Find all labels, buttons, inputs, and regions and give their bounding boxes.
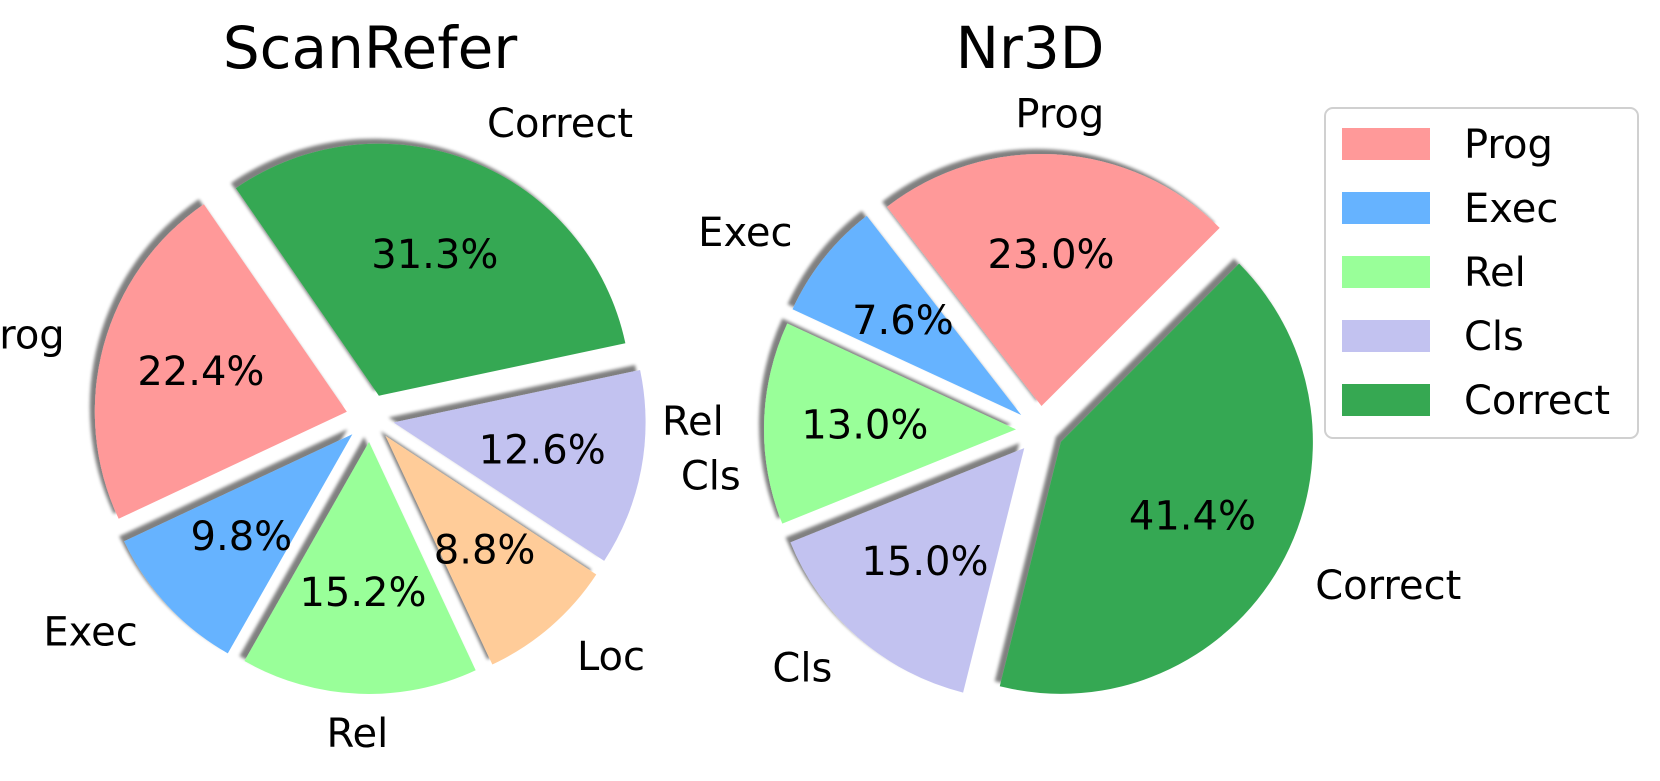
legend-label: Rel bbox=[1464, 250, 1526, 296]
pie-percent-label: 23.0% bbox=[987, 232, 1114, 278]
pie-category-label: Correct bbox=[1315, 563, 1461, 609]
pie-percent-label: 13.0% bbox=[801, 403, 928, 449]
pie-percent-label: 12.6% bbox=[479, 427, 606, 473]
pie-slice-prog bbox=[887, 154, 1220, 407]
legend-item: Prog bbox=[1342, 122, 1553, 168]
pie-slice-exec bbox=[792, 215, 1022, 416]
nr3d-pie: Nr3D 23.0% Prog 7.6% Exec 13.0% Rel 15.0% Cls 41… bbox=[662, 14, 1461, 694]
pie-slice-rel bbox=[244, 441, 476, 694]
pie-slice-cls bbox=[393, 370, 646, 561]
pie-category-label: Cls bbox=[772, 646, 832, 692]
nr3d-labels: 23.0% Prog 7.6% Exec 13.0% Rel 15.0% Cls 41.4% Co… bbox=[662, 91, 1461, 691]
pie-slice-correct bbox=[999, 263, 1313, 694]
pie-category-label: Correct bbox=[487, 101, 633, 147]
legend-label: Prog bbox=[1464, 122, 1553, 168]
legend-label: Exec bbox=[1464, 186, 1558, 232]
pie-percent-label: 15.2% bbox=[299, 570, 426, 616]
legend-item: Rel bbox=[1342, 250, 1526, 296]
legend-swatch-exec bbox=[1342, 192, 1430, 224]
pie-category-label: Prog bbox=[1015, 91, 1104, 137]
pie-slice-cls bbox=[790, 448, 1025, 693]
pie-slice-rel bbox=[764, 323, 1017, 524]
pie-percent-label: 7.6% bbox=[852, 298, 954, 344]
scanrefer-title: ScanRefer bbox=[223, 14, 517, 82]
legend-label: Correct bbox=[1464, 378, 1610, 424]
legend-item: Cls bbox=[1342, 314, 1524, 360]
scanrefer-slices bbox=[94, 143, 646, 694]
pie-slice-exec bbox=[124, 434, 353, 654]
legend-swatch-rel bbox=[1342, 256, 1430, 288]
pie-category-label: Exec bbox=[698, 210, 792, 256]
pie-percent-label: 31.3% bbox=[371, 232, 498, 278]
pie-percent-label: 22.4% bbox=[137, 349, 264, 395]
pie-percent-label: 15.0% bbox=[861, 539, 988, 585]
legend: Prog Exec Rel Cls Correct bbox=[1324, 107, 1639, 439]
nr3d-title: Nr3D bbox=[956, 14, 1105, 82]
pie-percent-label: 41.4% bbox=[1129, 493, 1256, 539]
legend-swatch-cls bbox=[1342, 320, 1430, 352]
nr3d-slices bbox=[764, 154, 1313, 694]
pie-slice-correct bbox=[235, 143, 626, 396]
pie-category-label: Rel bbox=[662, 399, 724, 445]
legend-item: Exec bbox=[1342, 186, 1558, 232]
scanrefer-pie: ScanRefer 31.3% Correct 22.4% Prog 9.8% Exec 1… bbox=[0, 14, 741, 757]
pie-category-label: Rel bbox=[326, 711, 388, 757]
legend-swatch-prog bbox=[1342, 128, 1430, 160]
legend-item: Correct bbox=[1342, 378, 1610, 424]
pie-category-label: Prog bbox=[0, 312, 65, 358]
pie-category-label: Exec bbox=[43, 610, 137, 656]
pie-percent-label: 8.8% bbox=[434, 528, 536, 574]
scanrefer-labels: 31.3% Correct 22.4% Prog 9.8% Exec 15.2% Rel 8.8… bbox=[0, 101, 741, 757]
legend-frame bbox=[1324, 107, 1639, 439]
pie-category-label: Loc bbox=[577, 634, 645, 680]
pie-slice-prog bbox=[94, 204, 347, 519]
pie-slice-loc bbox=[385, 436, 597, 665]
pie-category-label: Cls bbox=[681, 453, 741, 499]
legend-label: Cls bbox=[1464, 314, 1524, 360]
legend-swatch-correct bbox=[1342, 384, 1430, 416]
pie-percent-label: 9.8% bbox=[191, 514, 293, 560]
